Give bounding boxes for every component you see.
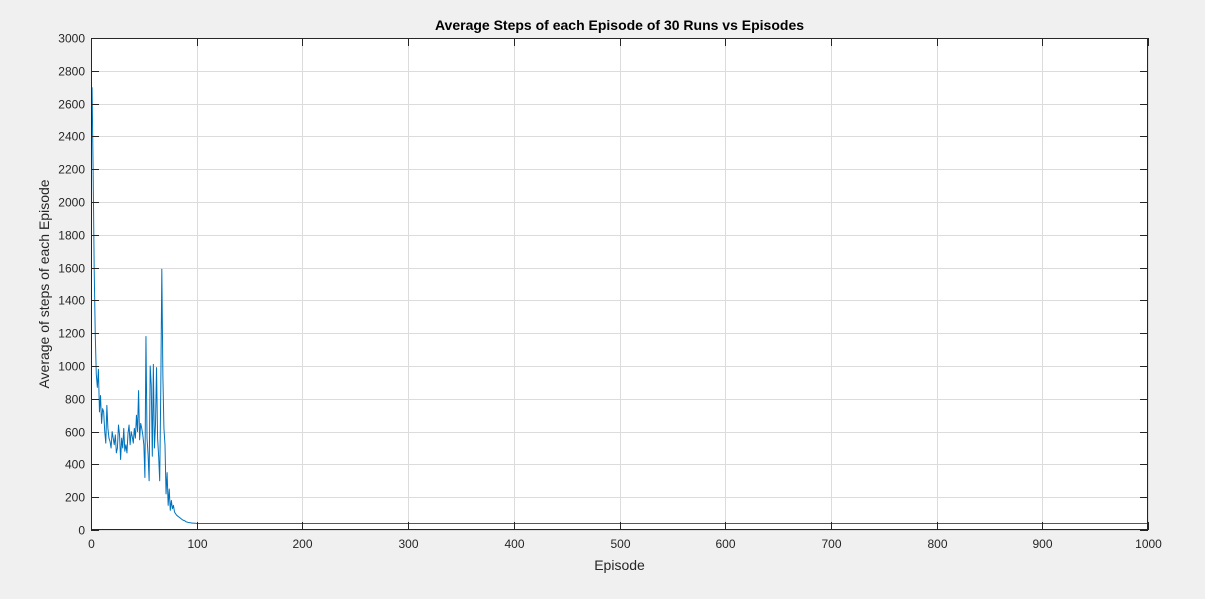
y-tick-label: 2400 (58, 130, 85, 144)
x-tick-label: 0 (88, 537, 95, 551)
y-tick-label: 3000 (58, 32, 85, 46)
y-tick-label: 2200 (58, 163, 85, 177)
series-line-0 (91, 87, 1148, 524)
y-tick-label: 800 (65, 393, 85, 407)
grid-lines (91, 38, 1149, 531)
y-tick-label: 400 (65, 458, 85, 472)
x-tick-label: 200 (292, 537, 312, 551)
y-tick-label: 1400 (58, 294, 85, 308)
x-tick-label: 600 (715, 537, 735, 551)
y-tick-label: 1600 (58, 262, 85, 276)
x-tick-label: 400 (504, 537, 524, 551)
y-tick-label: 2800 (58, 65, 85, 79)
x-tick-label: 700 (821, 537, 841, 551)
y-axis-label: Average of steps of each Episode (36, 179, 52, 388)
y-tick-label: 600 (65, 426, 85, 440)
plot-area (91, 38, 1148, 530)
y-tick-label: 1000 (58, 360, 85, 374)
y-tick-label: 2600 (58, 98, 85, 112)
x-tick-label: 500 (610, 537, 630, 551)
x-tick-label: 1000 (1135, 537, 1162, 551)
x-tick-label: 900 (1032, 537, 1052, 551)
y-tick-label: 200 (65, 491, 85, 505)
series-layer (91, 87, 1148, 524)
y-tick-label: 0 (78, 524, 85, 538)
x-axis-label: Episode (594, 557, 645, 573)
y-tick-label: 2000 (58, 196, 85, 210)
tick-labels: 0 100 200 300 400 500 600 700 800 900 1000 0 200 400 6… (58, 32, 1162, 552)
x-tick-label: 800 (927, 537, 947, 551)
x-tick-label: 300 (398, 537, 418, 551)
axes (91, 38, 1149, 531)
y-tick-label: 1800 (58, 229, 85, 243)
chart-title: Average Steps of each Episode of 30 Runs… (435, 17, 804, 33)
y-tick-label: 1200 (58, 327, 85, 341)
x-tick-label: 100 (187, 537, 207, 551)
axes-box (91, 38, 1148, 530)
